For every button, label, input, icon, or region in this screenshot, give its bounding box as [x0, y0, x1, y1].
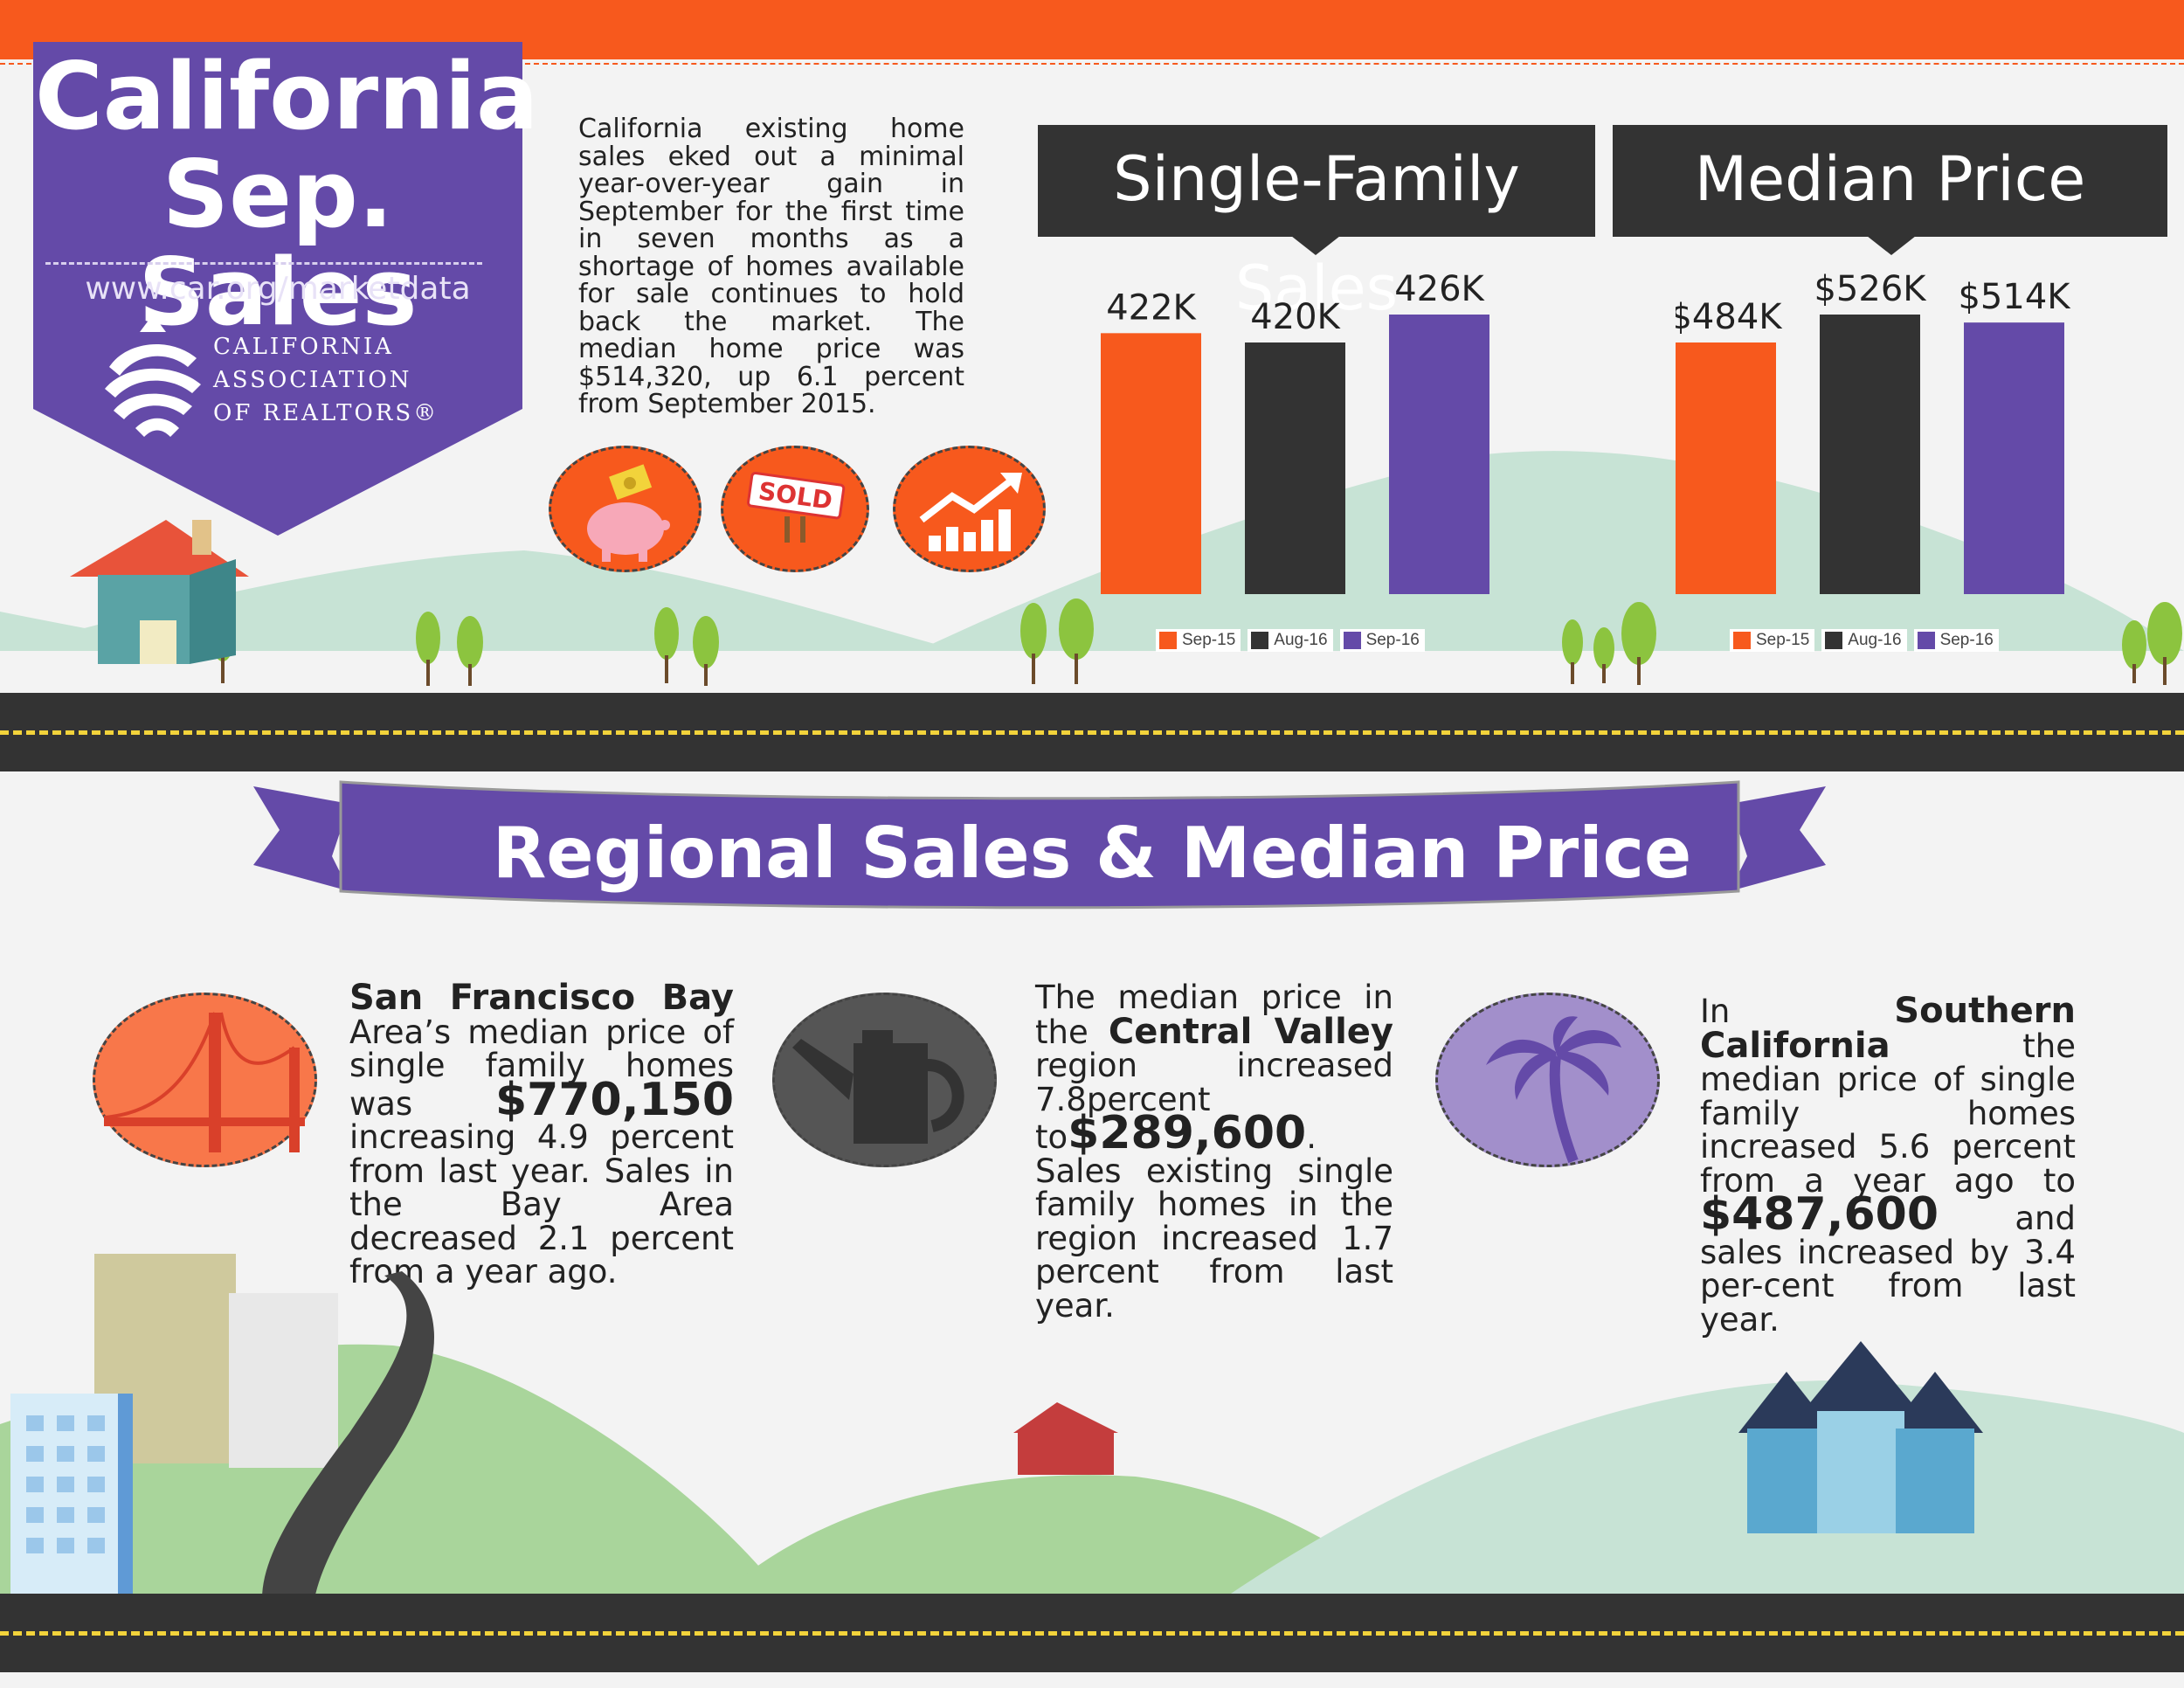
- central-valley-text-1: The median price in the: [1035, 979, 1393, 1051]
- central-valley-text-3: . Sales existing single family homes in …: [1035, 1118, 1393, 1325]
- banner-divider: [45, 262, 482, 265]
- legend-swatch: [1343, 632, 1361, 649]
- southern-california-text-1: In: [1700, 993, 1731, 1030]
- legend-item-aug-16: Aug-16: [1821, 629, 1907, 652]
- bay-area-name: San Francisco Bay: [349, 978, 734, 1018]
- price-chart-legend: Sep-15 Aug-16 Sep-16: [1730, 629, 2006, 652]
- legend-label: Sep-16: [1365, 631, 1420, 649]
- legend-swatch: [1733, 632, 1751, 649]
- bar-sep-16: [1964, 322, 2064, 594]
- legend-label: Sep-15: [1756, 631, 1810, 649]
- legend-item-sep-16: Sep-16: [1339, 629, 1425, 652]
- southern-california-price: $487,600: [1700, 1188, 1939, 1241]
- sold-sign-circle: SOLD: [721, 446, 869, 572]
- org-name: CALIFORNIA ASSOCIATION OF REALTORS®: [213, 334, 439, 426]
- marketdata-url[interactable]: www.car.org/marketdata: [85, 271, 471, 307]
- regional-heading: Regional Sales & Median Price: [492, 813, 1692, 894]
- price-bar-chart: $484K $526K $514K: [1676, 269, 2071, 594]
- central-valley-circle: [772, 993, 997, 1167]
- sales-bar-chart: 422K 420K 426K: [1101, 269, 1489, 594]
- watering-can-icon: [792, 1030, 964, 1144]
- golden-gate-bridge-icon: [103, 1012, 305, 1152]
- legend-label: Sep-16: [1939, 631, 1994, 649]
- legend-swatch: [1917, 632, 1935, 649]
- legend-swatch: [1159, 632, 1177, 649]
- bay-area-text-2: increasing: [349, 1118, 516, 1156]
- sales-chart-legend: Sep-15 Aug-16 Sep-16: [1156, 629, 1432, 652]
- central-valley-name: Central Valley: [1108, 1011, 1394, 1052]
- page-title: California Sep. Sales: [35, 43, 539, 346]
- road-top-dashes: [0, 730, 2184, 735]
- intro-paragraph: California existing home sales eked out …: [578, 114, 964, 419]
- central-valley-price: $289,600: [1068, 1107, 1307, 1159]
- palm-tree-icon: [1486, 1016, 1621, 1164]
- growth-chart-icon: [919, 473, 1022, 551]
- top-trees: [211, 598, 2182, 686]
- legend-item-sep-15: Sep-15: [1156, 629, 1241, 652]
- price-title-pointer: [1867, 236, 1916, 255]
- piggy-bank-circle: [549, 446, 702, 572]
- bar-value-label: 426K: [1394, 269, 1485, 309]
- southern-california-text-2: the median price of single family homes …: [1700, 1027, 2076, 1200]
- sales-title-pointer: [1291, 236, 1340, 255]
- southern-california-name: Southern California: [1700, 991, 2076, 1066]
- bar-value-label: 422K: [1106, 287, 1197, 328]
- southern-california-text: In Southern California the median price …: [1700, 991, 2076, 1339]
- bar-value-label: $514K: [1958, 277, 2071, 317]
- top-dashed-line: [0, 63, 2184, 65]
- bar-value-label: 420K: [1250, 297, 1341, 337]
- bottom-landscape: [0, 1254, 2184, 1599]
- house-icon: [70, 520, 249, 664]
- southern-california-text-3: and sales increased by 3.4 per-cent from…: [1700, 1200, 2076, 1339]
- bar-sep-15: [1101, 333, 1201, 594]
- legend-label: Aug-16: [1274, 631, 1328, 649]
- regional-ribbon: [253, 780, 1826, 910]
- sales-chart-title: Single-Family Sales: [1038, 125, 1595, 324]
- top-landscape: [0, 451, 2184, 651]
- bar-sep-15: [1676, 342, 1776, 594]
- bar-sep-16: [1389, 315, 1489, 594]
- bar-value-label: $526K: [1814, 269, 1927, 309]
- road-bottom-dashes: [0, 1631, 2184, 1636]
- central-valley-text-2: region increased 7.8percent to: [1035, 1047, 1393, 1156]
- central-valley-text: The median price in the Central Valley r…: [1035, 979, 1394, 1325]
- bay-area-text-1: Area’s median price of single family hom…: [349, 1013, 734, 1123]
- realtors-logo-icon: [105, 315, 201, 437]
- legend-item-sep-15: Sep-15: [1730, 629, 1815, 652]
- legend-swatch: [1825, 632, 1843, 649]
- legend-swatch: [1251, 632, 1269, 649]
- legend-label: Sep-15: [1182, 631, 1236, 649]
- bay-area-text: San Francisco Bay Area’s median price of…: [349, 978, 734, 1290]
- price-chart-title: Median Price: [1613, 125, 2167, 237]
- legend-label: Aug-16: [1848, 631, 1902, 649]
- southern-california-circle: [1435, 993, 1660, 1167]
- growth-chart-circle: [893, 446, 1046, 572]
- legend-item-aug-16: Aug-16: [1248, 629, 1333, 652]
- legend-item-sep-16: Sep-16: [1913, 629, 1999, 652]
- bay-area-circle: [93, 993, 317, 1167]
- bay-area-text-3: 4.9 percent from last year. Sales in the…: [349, 1118, 734, 1290]
- sold-sign-icon: [747, 471, 846, 543]
- title-banner: [33, 42, 522, 536]
- bay-area-price: $770,150: [494, 1073, 734, 1126]
- piggy-bank-icon: [587, 464, 670, 562]
- bar-aug-16: [1245, 342, 1345, 594]
- bar-value-label: $484K: [1676, 297, 1783, 337]
- bar-aug-16: [1820, 315, 1920, 594]
